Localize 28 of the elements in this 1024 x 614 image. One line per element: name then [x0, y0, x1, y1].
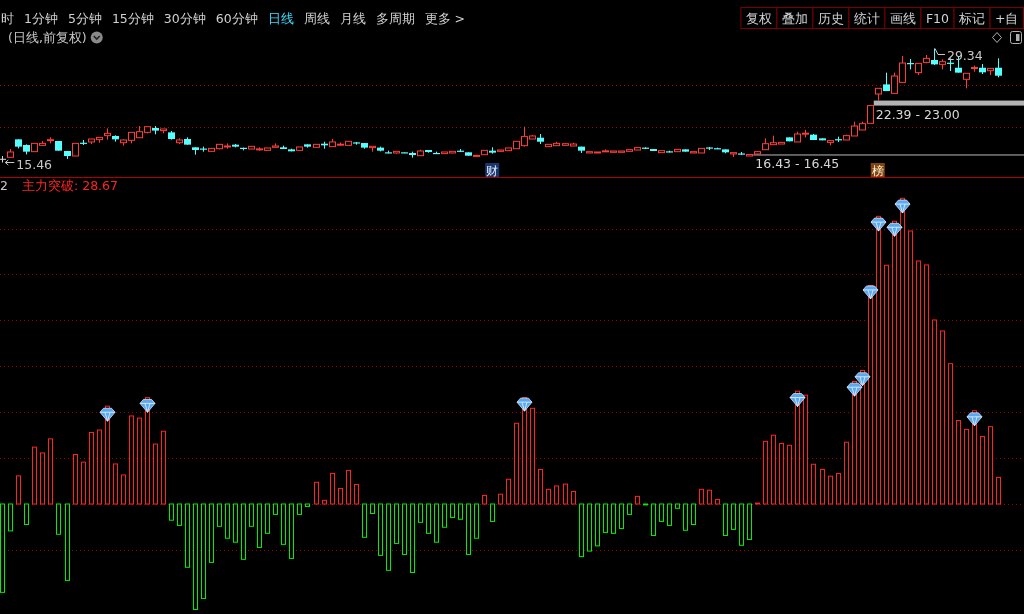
extreme-label: 29.34 [947, 47, 983, 63]
toolbar-label: F10 [925, 10, 949, 26]
toolbar-item: 月线 [339, 10, 366, 26]
event-label: 财 [486, 163, 499, 178]
toolbar-item: 5分钟 [67, 10, 102, 26]
extreme-label: 15.46 [16, 156, 53, 172]
toolbar-label: 叠加 [781, 10, 808, 26]
toolbar-item: 日线 [267, 10, 294, 26]
panel-title: (日线,前复权) [8, 29, 87, 45]
toolbar-label: 标记 [959, 10, 985, 26]
toolbar-label: 统计 [853, 10, 880, 26]
toolbar-item: 多周期 [375, 10, 415, 26]
toolbar-label: 画线 [889, 10, 916, 26]
toolbar-label: +自 [995, 10, 1019, 26]
toolbar-item: 15分钟 [111, 10, 154, 26]
panel-title: 主力突破: 28.67 [22, 178, 118, 193]
panel-note: 2 [0, 178, 8, 193]
band-label: 16.43 - 16.45 [755, 156, 840, 172]
band-label: 22.39 - 23.00 [875, 107, 960, 123]
toolbar-label: 历史 [817, 10, 844, 26]
toolbar-item: 30分钟 [163, 10, 206, 26]
toolbar-item: 60分钟 [215, 10, 258, 26]
toolbar-item: 1分钟 [24, 10, 58, 26]
toolbar-item: 更多 > [424, 10, 466, 26]
toolbar-label: 复权 [745, 10, 772, 26]
toolbar-item: 周线 [303, 10, 330, 26]
event-label: 榜 [871, 163, 884, 178]
toolbar-item: 时 [1, 10, 14, 26]
